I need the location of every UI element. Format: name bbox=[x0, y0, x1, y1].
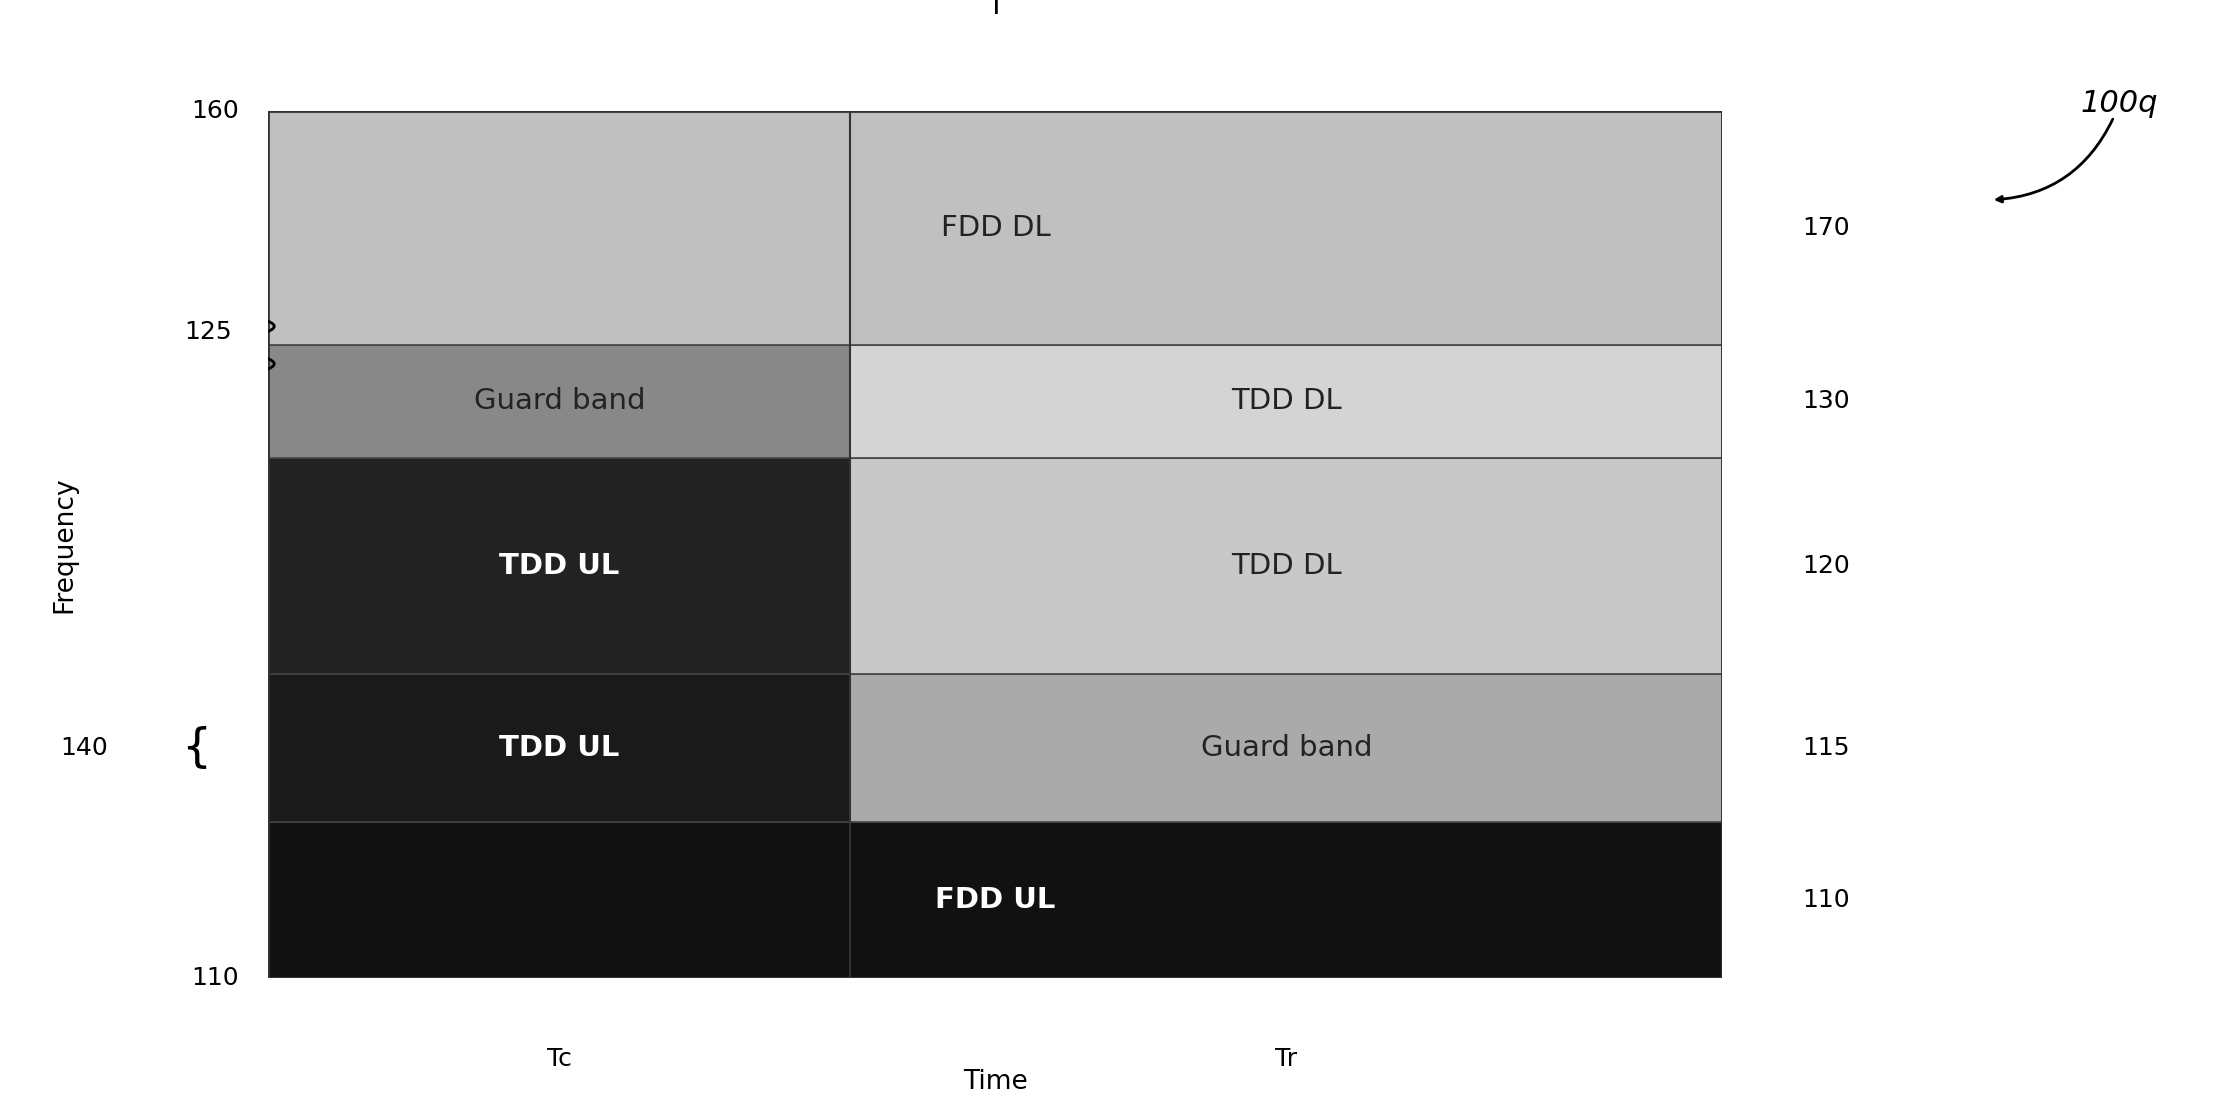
Text: TDD UL: TDD UL bbox=[499, 552, 620, 580]
Bar bbox=[850, 674, 1722, 822]
Bar bbox=[850, 346, 1722, 458]
Bar bbox=[850, 458, 1722, 674]
Bar bbox=[268, 346, 850, 458]
Text: 110: 110 bbox=[192, 965, 239, 990]
Text: TDD DL: TDD DL bbox=[1230, 552, 1342, 580]
Text: 110: 110 bbox=[1803, 888, 1850, 912]
Text: Time: Time bbox=[964, 1069, 1027, 1094]
Bar bbox=[268, 822, 1722, 978]
Text: TDD DL: TDD DL bbox=[1230, 388, 1342, 416]
Text: 115: 115 bbox=[1803, 735, 1850, 760]
Bar bbox=[268, 674, 850, 822]
Text: FDD DL: FDD DL bbox=[940, 214, 1051, 242]
Text: 130: 130 bbox=[1803, 389, 1850, 413]
Text: 160: 160 bbox=[192, 99, 239, 123]
Text: 120: 120 bbox=[1803, 554, 1850, 578]
Text: Tc: Tc bbox=[546, 1047, 573, 1071]
Text: FDD UL: FDD UL bbox=[935, 885, 1056, 913]
Text: Guard band: Guard band bbox=[474, 388, 644, 416]
Text: T: T bbox=[987, 0, 1004, 20]
Bar bbox=[268, 111, 1722, 346]
Text: 125: 125 bbox=[183, 320, 233, 344]
Text: {: { bbox=[181, 725, 210, 771]
Text: 170: 170 bbox=[1803, 216, 1850, 240]
Text: Tr: Tr bbox=[1275, 1047, 1297, 1071]
Text: 100q: 100q bbox=[2080, 89, 2159, 118]
Text: TDD UL: TDD UL bbox=[499, 734, 620, 762]
Text: 140: 140 bbox=[60, 735, 107, 760]
Bar bbox=[268, 458, 850, 674]
Text: Guard band: Guard band bbox=[1201, 734, 1371, 762]
Text: Frequency: Frequency bbox=[51, 477, 78, 612]
